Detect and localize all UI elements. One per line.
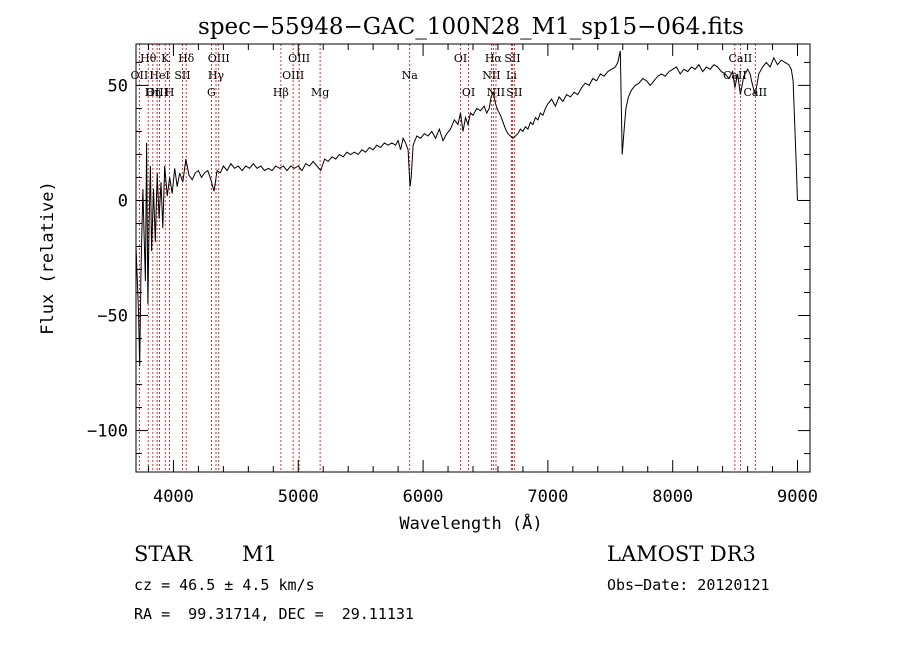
x-tick-label: 9000 xyxy=(777,487,818,507)
spectral-line-label: OIII xyxy=(208,52,230,65)
y-tick-label: 50 xyxy=(108,76,128,96)
x-axis-label: Wavelength (Å) xyxy=(399,512,542,534)
spectral-line-label: SII xyxy=(504,52,520,65)
spectral-line-label: CaII xyxy=(729,52,753,65)
spectral-line-label: OIII xyxy=(282,69,304,82)
x-tick-label: 7000 xyxy=(527,487,568,507)
axis-ticks xyxy=(136,44,810,472)
x-tick-label: 6000 xyxy=(403,487,444,507)
spectral-line-label: Li xyxy=(506,69,517,82)
y-tick-label: −100 xyxy=(87,422,128,442)
spectral-line-label: Hη xyxy=(145,86,161,99)
spectral-line-label: OI xyxy=(462,86,475,99)
spectral-line-label: Hθ xyxy=(140,52,157,65)
object-subclass: M1 xyxy=(242,542,277,566)
redshift-value: cz = 46.5 ± 4.5 km/s xyxy=(134,576,315,594)
spectral-line-label: Hβ xyxy=(273,86,289,99)
plot-frame xyxy=(135,43,811,473)
chart-title: spec−55948−GAC_100N28_M1_sp15−064.fits xyxy=(198,14,744,40)
spectral-line-label: CaII xyxy=(723,69,747,82)
x-tick-label: 8000 xyxy=(652,487,693,507)
spectral-line-markers xyxy=(138,44,756,472)
y-tick-label: −50 xyxy=(97,307,128,327)
y-axis-label: Flux (relative) xyxy=(38,181,58,335)
spectral-line-label: H xyxy=(165,86,175,99)
spectral-line-label: Na xyxy=(402,69,419,82)
observation-date: Obs−Date: 20120121 xyxy=(607,576,770,594)
survey-name: LAMOST DR3 xyxy=(607,542,756,566)
spectral-line-label: Hγ xyxy=(208,69,225,82)
spectral-line-label: Mg xyxy=(311,86,329,99)
spectral-line-label: OII xyxy=(131,69,149,82)
spectral-line-labels: Hθ OII OIII K HeI Hη SII H Hδ OIII Hγ G OIII OIII Hβ Mg… xyxy=(131,52,768,99)
spectral-line-label: HeI xyxy=(149,69,169,82)
spectral-line-label: NII xyxy=(487,86,505,99)
spectral-line-label: Hα xyxy=(485,52,503,65)
spectral-line-label: NII xyxy=(482,69,500,82)
axis-tick-labels: 4000 5000 6000 7000 8000 9000 −100 −50 0 50 xyxy=(87,76,818,507)
y-tick-label: 0 xyxy=(118,191,128,211)
spectral-line-label: CaII xyxy=(743,86,767,99)
spectral-line-label: Hδ xyxy=(178,52,195,65)
spectral-line-label: OI xyxy=(454,52,467,65)
coordinates: RA = 99.31714, DEC = 29.11131 xyxy=(134,605,414,623)
spectral-line-label: SII xyxy=(506,86,522,99)
spectral-line-label: OIII xyxy=(288,52,310,65)
spectral-line-label: OIII xyxy=(146,86,168,99)
object-class: STAR xyxy=(134,542,193,566)
spectrum-series-line xyxy=(135,50,798,367)
spectral-line-label: G xyxy=(207,86,216,99)
spectral-line-label: K xyxy=(161,52,170,65)
x-tick-label: 4000 xyxy=(153,487,194,507)
x-tick-label: 5000 xyxy=(278,487,319,507)
spectral-line-label: SII xyxy=(174,69,190,82)
